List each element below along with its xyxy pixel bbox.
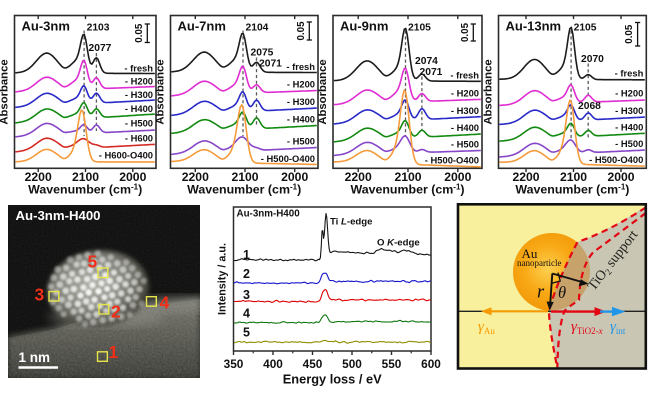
svg-text:- fresh: - fresh xyxy=(450,69,479,80)
svg-text:- H500-O400: - H500-O400 xyxy=(425,155,479,166)
svg-text:5: 5 xyxy=(88,252,98,272)
svg-text:Au-13nm: Au-13nm xyxy=(506,19,562,34)
svg-text:- H400: - H400 xyxy=(125,103,153,114)
svg-text:2071: 2071 xyxy=(259,59,282,70)
svg-text:- fresh: - fresh xyxy=(286,61,315,72)
svg-text:2074: 2074 xyxy=(415,56,438,67)
svg-text:Wavenumber (cm-1): Wavenumber (cm-1) xyxy=(187,183,301,197)
svg-text:2200: 2200 xyxy=(345,170,372,184)
svg-text:4: 4 xyxy=(160,293,170,313)
svg-text:Au-7nm: Au-7nm xyxy=(178,19,226,34)
svg-text:O K-edge: O K-edge xyxy=(377,238,420,249)
svg-text:0.05: 0.05 xyxy=(296,21,307,41)
svg-text:5: 5 xyxy=(243,326,250,340)
svg-text:3: 3 xyxy=(35,285,45,305)
svg-text:- H200: - H200 xyxy=(287,79,315,90)
svg-text:2: 2 xyxy=(243,267,250,281)
svg-text:1: 1 xyxy=(109,342,119,362)
svg-text:Absorbance: Absorbance xyxy=(0,59,11,124)
svg-text:- H400: - H400 xyxy=(615,121,643,132)
svg-text:0.05: 0.05 xyxy=(134,23,145,43)
svg-text:- H400: - H400 xyxy=(451,122,479,133)
svg-text:2: 2 xyxy=(111,302,121,322)
svg-text:2100: 2100 xyxy=(560,170,587,184)
svg-text:2000: 2000 xyxy=(607,170,634,184)
svg-text:- H500: - H500 xyxy=(125,118,153,129)
svg-text:- H200: - H200 xyxy=(615,88,643,99)
svg-text:- H500: - H500 xyxy=(451,139,479,150)
svg-text:2104: 2104 xyxy=(246,23,269,34)
svg-text:Wavenumber (cm-1): Wavenumber (cm-1) xyxy=(350,183,464,197)
svg-text:3: 3 xyxy=(243,288,250,302)
svg-text:2077: 2077 xyxy=(89,43,112,54)
svg-text:Absorbance: Absorbance xyxy=(483,59,495,124)
svg-text:2000: 2000 xyxy=(444,170,471,184)
svg-text:400: 400 xyxy=(263,357,283,371)
svg-text:2071: 2071 xyxy=(420,67,443,78)
svg-text:2100: 2100 xyxy=(231,170,258,184)
svg-text:Au-3nm: Au-3nm xyxy=(22,19,70,34)
svg-text:Au-3nm-H400: Au-3nm-H400 xyxy=(237,209,301,220)
svg-text:2200: 2200 xyxy=(182,170,209,184)
svg-text:- H300: - H300 xyxy=(125,89,153,100)
svg-text:Wavenumber (cm-1): Wavenumber (cm-1) xyxy=(515,183,629,197)
svg-text:- H500: - H500 xyxy=(287,136,315,147)
svg-text:2070: 2070 xyxy=(581,54,604,65)
svg-text:Au: Au xyxy=(522,246,538,261)
svg-text:2068: 2068 xyxy=(578,101,601,112)
svg-text:2000: 2000 xyxy=(281,170,308,184)
svg-text:2100: 2100 xyxy=(394,170,421,184)
svg-text:- H300: - H300 xyxy=(287,96,315,107)
svg-text:- H300: - H300 xyxy=(615,105,643,116)
svg-text:Au-3nm-H400: Au-3nm-H400 xyxy=(16,208,101,223)
svg-text:2105: 2105 xyxy=(408,23,431,34)
svg-text:2100: 2100 xyxy=(72,170,99,184)
svg-text:1 nm: 1 nm xyxy=(19,350,51,365)
svg-text:550: 550 xyxy=(382,357,402,371)
svg-text:- H600-O400: - H600-O400 xyxy=(99,150,153,161)
svg-text:- H400: - H400 xyxy=(287,114,315,125)
svg-text:350: 350 xyxy=(224,357,244,371)
svg-text:2000: 2000 xyxy=(119,170,146,184)
svg-text:- H200: - H200 xyxy=(125,76,153,87)
svg-text:- H500-O400: - H500-O400 xyxy=(589,154,643,165)
svg-text:- H500: - H500 xyxy=(615,138,643,149)
svg-text:0.05: 0.05 xyxy=(624,24,635,44)
svg-text:Intensity / a.u.: Intensity / a.u. xyxy=(217,243,229,315)
svg-text:600: 600 xyxy=(421,357,441,371)
svg-text:1: 1 xyxy=(243,248,250,262)
svg-text:Wavenumber (cm-1): Wavenumber (cm-1) xyxy=(28,183,142,197)
svg-text:500: 500 xyxy=(342,357,362,371)
svg-text:2105: 2105 xyxy=(574,23,597,34)
svg-text:Ti L-edge: Ti L-edge xyxy=(330,217,373,228)
svg-text:Au-9nm: Au-9nm xyxy=(340,19,388,34)
svg-text:- H600: - H600 xyxy=(125,133,153,144)
svg-text:2075: 2075 xyxy=(251,48,274,59)
svg-text:- H300: - H300 xyxy=(451,105,479,116)
svg-text:- fresh: - fresh xyxy=(124,63,153,74)
svg-text:450: 450 xyxy=(303,357,323,371)
svg-text:Energy loss / eV: Energy loss / eV xyxy=(283,372,382,387)
svg-text:nanoparticle: nanoparticle xyxy=(517,258,561,268)
svg-text:2200: 2200 xyxy=(25,170,52,184)
svg-text:2103: 2103 xyxy=(87,23,110,34)
svg-text:2200: 2200 xyxy=(512,170,539,184)
svg-text:0.05: 0.05 xyxy=(460,22,471,42)
svg-text:Absorbance: Absorbance xyxy=(155,59,167,124)
svg-text:- fresh: - fresh xyxy=(615,67,644,78)
svg-text:r: r xyxy=(537,283,545,303)
svg-text:4: 4 xyxy=(243,307,250,321)
svg-text:- H200: - H200 xyxy=(451,88,479,99)
svg-text:θ: θ xyxy=(558,283,566,302)
svg-text:Absorbance: Absorbance xyxy=(317,59,329,124)
svg-text:- H500-O400: - H500-O400 xyxy=(261,153,315,164)
